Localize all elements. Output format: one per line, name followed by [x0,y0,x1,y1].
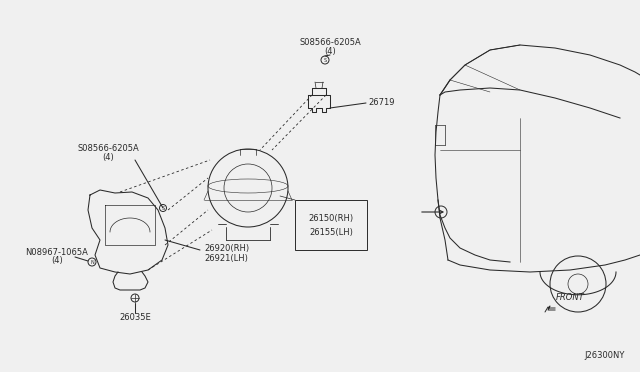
Text: N: N [90,260,94,264]
Text: S08566-6205A: S08566-6205A [299,38,361,46]
Text: S: S [323,58,326,62]
Text: 26719: 26719 [368,97,394,106]
Text: 26920(RH): 26920(RH) [204,244,249,253]
Text: S: S [161,205,164,211]
Text: (4): (4) [324,46,336,55]
Text: (4): (4) [51,257,63,266]
Text: 26155(LH): 26155(LH) [309,228,353,237]
Text: (4): (4) [102,153,114,161]
Text: N08967-1065A: N08967-1065A [26,247,88,257]
Text: FRONT: FRONT [556,294,584,302]
Bar [295,200,367,250]
Text: 26035E: 26035E [119,314,151,323]
Text: 26921(LH): 26921(LH) [204,253,248,263]
Text: J26300NY: J26300NY [585,350,625,359]
Text: 26150(RH): 26150(RH) [308,214,353,222]
Text: S08566-6205A: S08566-6205A [77,144,139,153]
